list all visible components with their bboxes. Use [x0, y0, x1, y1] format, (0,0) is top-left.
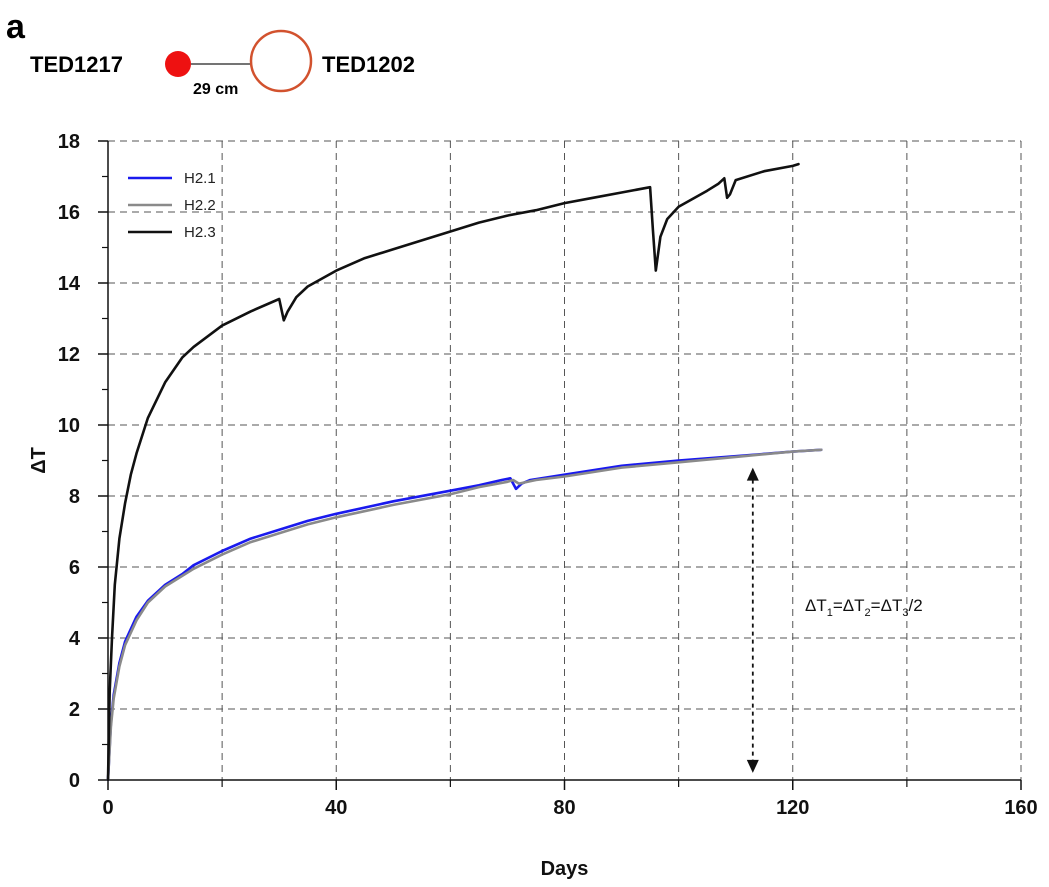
legend-label: H2.3 [184, 224, 216, 241]
legend: H2.1 H2.2 H2.3 [128, 170, 216, 241]
sensor-right-marker [249, 29, 313, 93]
x-tick-label: 40 [325, 797, 347, 819]
sensor-right-label: TED1202 [322, 52, 415, 77]
y-tick-label: 10 [58, 415, 80, 437]
panel-label: a [6, 8, 26, 46]
y-tick-label: 6 [69, 557, 80, 579]
y-tick-label: 4 [69, 628, 81, 650]
y-tick-label: 0 [69, 770, 80, 792]
x-axis-title: Days [541, 858, 589, 880]
series-line-H2-1 [106, 448, 823, 782]
difference-arrow-head-up [746, 467, 759, 481]
difference-arrow-head-down [746, 759, 759, 773]
y-tick-label: 8 [69, 486, 80, 508]
x-tick-label: 80 [553, 797, 575, 819]
y-axis-title: ΔT [28, 447, 50, 474]
sensor-left-label: TED1217 [30, 52, 123, 77]
series-line-H2-3 [106, 162, 800, 782]
plot-area: 0 40 80 120 160 0 2 4 6 8 10 12 14 16 18 Days ΔT H2.1 H2.2… [28, 131, 1038, 880]
sensor-left-marker [165, 51, 191, 77]
delta-t-annotation: ΔT1=ΔT2=ΔT3/2 [805, 596, 923, 619]
y-tick-label: 2 [69, 699, 80, 721]
x-tick-label: 120 [776, 797, 809, 819]
series-line-H2-2 [106, 448, 823, 782]
legend-label: H2.1 [184, 170, 216, 187]
x-tick-label: 0 [102, 797, 113, 819]
figure-header: a TED1217 29 cm TED1202 [6, 8, 415, 98]
legend-label: H2.2 [184, 197, 216, 214]
y-tick-label: 14 [58, 273, 81, 295]
y-tick-label: 18 [58, 131, 80, 153]
y-tick-label: 12 [58, 344, 80, 366]
sensor-distance-label: 29 cm [193, 81, 238, 98]
y-tick-label: 16 [58, 202, 80, 224]
x-tick-label: 160 [1004, 797, 1037, 819]
